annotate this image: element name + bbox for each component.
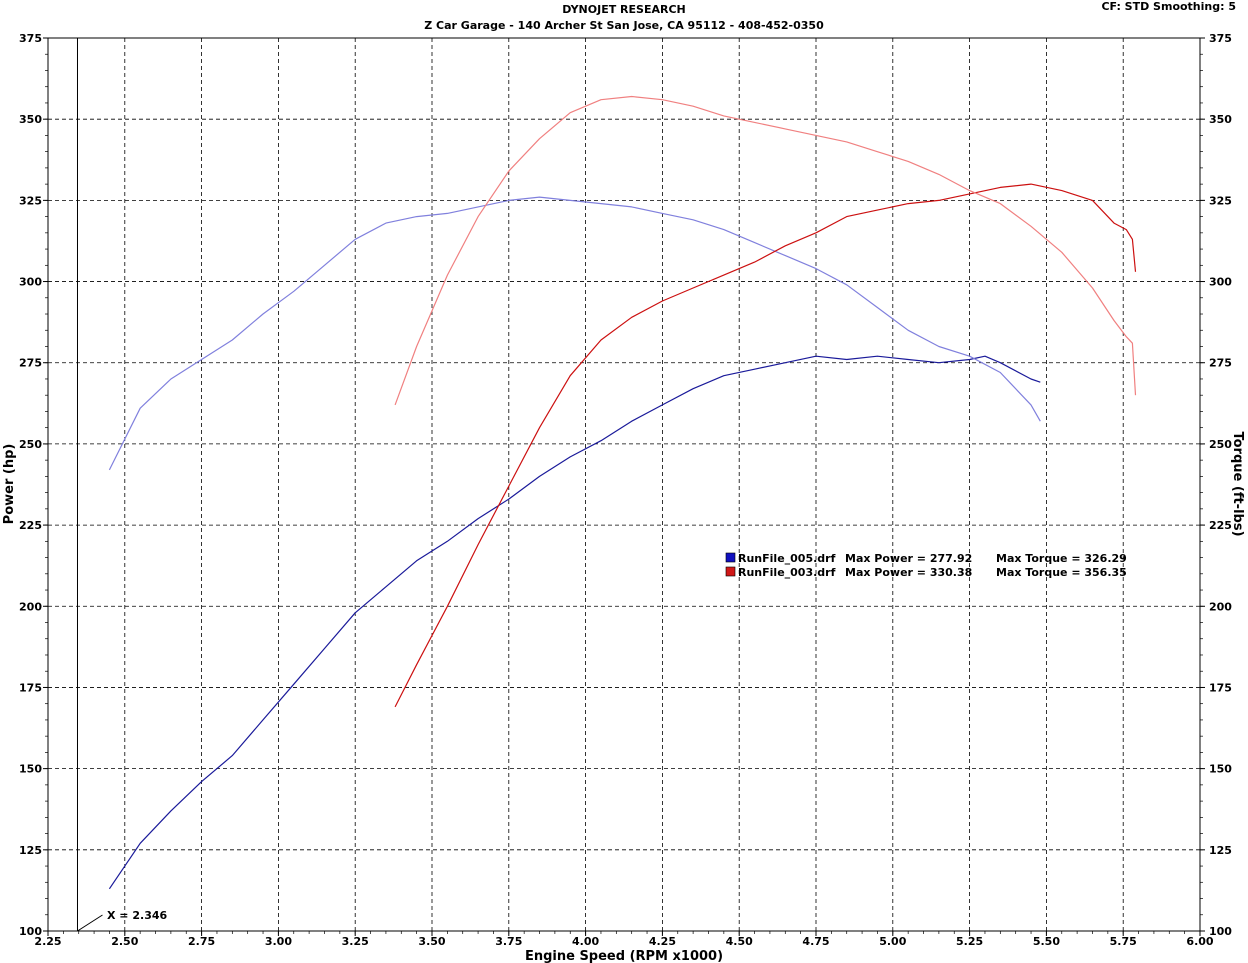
y-tick-label: 250 (19, 438, 42, 451)
y2-tick-label: 225 (1209, 519, 1232, 532)
x-tick-label: 3.00 (265, 935, 292, 948)
y2-tick-label: 175 (1209, 681, 1232, 694)
run003-torque-line (394, 95, 1137, 406)
chart-title: DYNOJET RESEARCH (562, 3, 686, 16)
legend-swatch-run005[interactable] (725, 552, 736, 563)
y-tick-label: 225 (19, 519, 42, 532)
x-tick-label: 4.00 (572, 935, 599, 948)
y2-tick-label: 325 (1209, 194, 1232, 207)
y2-tick-label: 375 (1209, 32, 1232, 45)
x-tick-label: 4.25 (649, 935, 676, 948)
x-tick-label: 2.50 (111, 935, 138, 948)
legend-torque-run003: Max Torque = 356.35 (996, 566, 1127, 579)
x-tick-label: 3.50 (418, 935, 445, 948)
y-tick-label: 150 (19, 763, 42, 776)
y-tick-label: 350 (19, 113, 42, 126)
x-tick-label: 2.75 (188, 935, 215, 948)
legend-torque-run005: Max Torque = 326.29 (996, 552, 1127, 565)
x-axis-ticks: 2.25 2.50 2.75 3.00 3.25 3.50 3.75 4.00 4.25 4.50… (34, 931, 1214, 948)
legend-file-run005: RunFile_005.drf (738, 552, 836, 565)
y-tick-label: 300 (19, 276, 42, 289)
y2-axis-ticks: 100 125 150 175 200 225 250 275 300 325 350 375 (1200, 32, 1232, 938)
y2-tick-label: 150 (1209, 763, 1232, 776)
run005-torque-line (108, 196, 1041, 471)
y-tick-label: 375 (19, 32, 42, 45)
x-tick-label: 4.50 (726, 935, 753, 948)
cursor-pointer (77, 914, 103, 932)
y2-tick-label: 200 (1209, 600, 1232, 613)
x-tick-label: 5.25 (956, 935, 983, 948)
y2-tick-label: 275 (1209, 357, 1232, 370)
x-tick-label: 3.75 (495, 935, 522, 948)
chart-subtitle: Z Car Garage - 140 Archer St San Jose, C… (424, 19, 824, 32)
y-tick-label: 325 (19, 194, 42, 207)
x-tick-label: 3.25 (342, 935, 369, 948)
y2-tick-label: 100 (1209, 925, 1232, 938)
legend-power-run005: Max Power = 277.92 (845, 552, 972, 565)
y2-axis-label: Torque (ft-lbs) (1230, 431, 1245, 536)
y2-tick-label: 300 (1209, 276, 1232, 289)
y-tick-label: 125 (19, 844, 42, 857)
series-lines (108, 95, 1137, 890)
legend-power-run003: Max Power = 330.38 (845, 566, 972, 579)
y2-tick-label: 350 (1209, 113, 1232, 126)
x-tick-label: 2.25 (34, 935, 61, 948)
y-axis-ticks: 100 125 150 175 200 225 250 275 300 325 350 375 (19, 32, 48, 938)
y2-tick-label: 125 (1209, 844, 1232, 857)
y-tick-label: 175 (19, 681, 42, 694)
legend-file-run003: RunFile_003.drf (738, 566, 836, 579)
y-axis-label: Power (hp) (2, 444, 17, 525)
x-tick-label: 5.00 (879, 935, 906, 948)
y2-tick-label: 250 (1209, 438, 1232, 451)
x-tick-label: 4.75 (802, 935, 829, 948)
x-tick-label: 6.00 (1186, 935, 1213, 948)
y-tick-label: 100 (19, 925, 42, 938)
run005-power-line (108, 355, 1041, 890)
plot-frame (47, 37, 1201, 932)
y-tick-label: 275 (19, 357, 42, 370)
y-tick-label: 200 (19, 600, 42, 613)
grid-lines (48, 38, 1200, 931)
settings-readout: CF: STD Smoothing: 5 (1101, 0, 1236, 13)
legend-swatch-run003[interactable] (725, 566, 736, 577)
x-tick-label: 5.50 (1033, 935, 1060, 948)
run003-power-line (394, 183, 1137, 708)
x-axis-label: Engine Speed (RPM x1000) (525, 949, 723, 963)
legend: RunFile_005.drf Max Power = 277.92 Max T… (725, 552, 1127, 579)
x-tick-label: 5.75 (1110, 935, 1137, 948)
cursor-label: X = 2.346 (107, 909, 167, 922)
